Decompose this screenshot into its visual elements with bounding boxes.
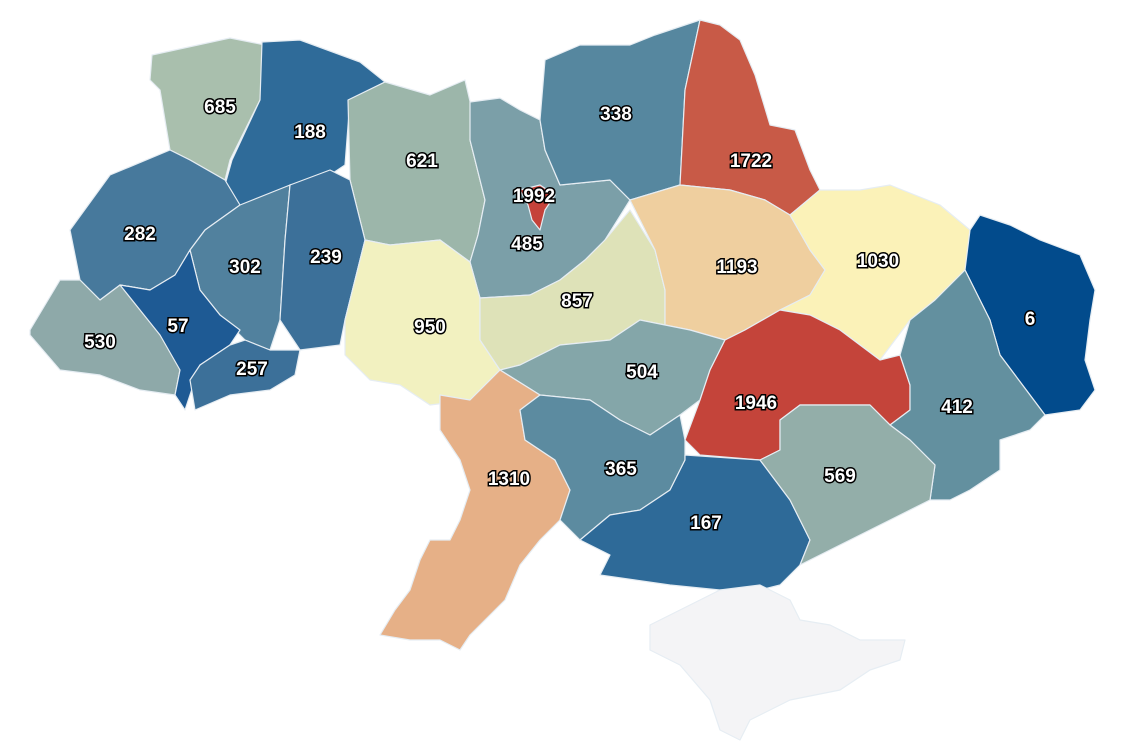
value-label-vinnytsia: 950 — [414, 317, 446, 338]
value-label-kyiv-city: 1992 — [513, 186, 555, 207]
value-label-cherkasy: 857 — [561, 291, 593, 312]
value-label-chernihiv: 338 — [600, 104, 632, 125]
labels-layer: 685 188 621 485 338 1722 282 302 239 530 57 257 950 8… — [83, 96, 1037, 536]
region-donetsk[interactable] — [889, 269, 1046, 501]
value-label-poltava: 1193 — [716, 257, 757, 278]
value-label-volyn: 685 — [204, 97, 236, 118]
value-label-dnipropetrovsk: 1946 — [735, 393, 777, 414]
value-label-zaporizhzhia: 569 — [824, 466, 856, 487]
value-label-kirovohrad: 504 — [626, 362, 658, 383]
value-label-rivne: 188 — [294, 122, 326, 143]
value-label-chernivtsi: 257 — [236, 359, 268, 380]
value-label-ivano-frankivsk: 57 — [167, 316, 188, 337]
value-label-khmelnytskyi: 239 — [310, 247, 342, 268]
value-label-ternopil: 302 — [229, 257, 261, 278]
region-ivano-frankivsk[interactable] — [119, 249, 241, 411]
region-khmelnytskyi[interactable] — [279, 169, 366, 351]
value-label-kharkiv: 1030 — [857, 251, 899, 272]
value-label-donetsk: 412 — [941, 397, 973, 418]
region-kyiv-city[interactable] — [519, 184, 556, 231]
value-label-sumy: 1722 — [730, 151, 772, 172]
region-chernivtsi[interactable] — [189, 339, 301, 411]
value-label-luhansk: 6 — [1025, 309, 1036, 330]
region-zaporizhzhia[interactable] — [759, 404, 936, 566]
value-label-kyiv-oblast: 485 — [511, 234, 543, 255]
region-crimea[interactable] — [649, 584, 906, 741]
value-label-kherson: 167 — [690, 513, 722, 534]
value-label-odesa: 1310 — [488, 469, 530, 490]
value-label-lviv: 282 — [124, 224, 156, 245]
regions-layer — [29, 19, 1096, 741]
region-sumy[interactable] — [679, 19, 821, 216]
value-label-zhytomyr: 621 — [406, 151, 438, 172]
value-label-mykolaiv: 365 — [605, 459, 637, 480]
value-label-zakarpattia: 530 — [84, 332, 116, 353]
